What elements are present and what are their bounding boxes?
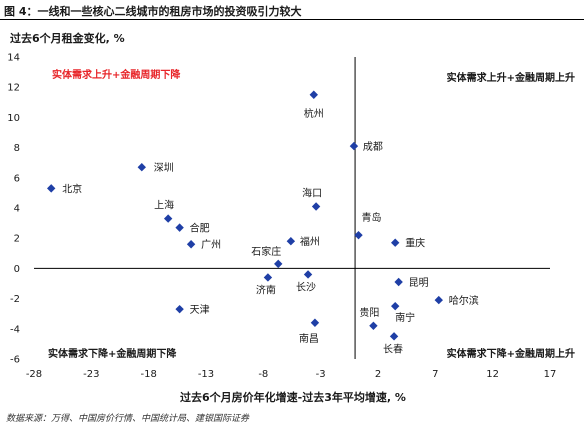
x-tick-label: -28 (26, 369, 42, 380)
data-point-marker (263, 273, 273, 282)
data-point-marker (163, 214, 173, 223)
data-point-label: 贵阳 (359, 306, 379, 319)
data-point-label: 北京 (62, 182, 82, 195)
x-tick-label: -13 (198, 369, 214, 380)
data-point-marker (186, 240, 196, 249)
data-point-marker (310, 318, 320, 327)
x-tick-label: -23 (83, 369, 99, 380)
y-tick-label: 0 (14, 264, 20, 275)
data-point-marker (274, 259, 283, 269)
quadrant-label-bottom-left: 实体需求下降+金融周期下降 (48, 347, 177, 360)
y-tick-label: -4 (10, 324, 20, 335)
quadrant-label-top-left: 实体需求上升+金融周期下降 (52, 68, 181, 81)
quadrant-label-bottom-right: 实体需求下降+金融周期上升 (447, 347, 575, 360)
data-point-label: 长沙 (296, 281, 316, 293)
x-axis-label: 过去6个月房价年化增速-过去3年平均增速, % (180, 391, 406, 404)
x-tick-label: 2 (375, 369, 381, 380)
data-point-label: 海口 (302, 186, 322, 199)
x-tick-label: -3 (316, 369, 326, 380)
tick-labels-group: -6 -4 -2 0 2 4 6 8 10 12 14 -28 -23 -18 -13 -8 -3 2 7 12 17 (7, 53, 556, 381)
data-point-marker (391, 238, 400, 247)
data-point-marker (389, 332, 399, 341)
data-point-label: 杭州 (304, 107, 324, 120)
data-point-label: 上海 (154, 199, 174, 212)
chart-title: 图 4：一线和一些核心二线城市的租房市场的投资吸引力较大 (4, 5, 302, 18)
data-point-marker (434, 295, 443, 305)
title-bar: 图 4：一线和一些核心二线城市的租房市场的投资吸引力较大 (0, 0, 584, 20)
x-tick-label: 17 (544, 369, 557, 380)
data-point-label: 深圳 (154, 162, 174, 174)
data-point-marker (309, 90, 318, 99)
data-point-marker (303, 270, 313, 279)
data-source-note: 数据来源：万得、中国房价行情、中国统计局、建银国际证券 (6, 414, 250, 424)
y-tick-label: -6 (10, 355, 20, 366)
data-point-marker (175, 304, 184, 314)
data-point-label: 成都 (363, 141, 383, 153)
y-tick-label: 12 (7, 83, 20, 94)
x-tick-label: 7 (432, 369, 438, 380)
data-point-marker (175, 223, 184, 232)
y-tick-label: 4 (14, 204, 20, 215)
data-point-label: 广州 (201, 239, 221, 251)
x-tick-label: -18 (140, 369, 156, 380)
data-point-marker (311, 202, 321, 211)
data-point-label: 哈尔滨 (449, 294, 479, 307)
quadrant-label-top-right: 实体需求上升+金融周期上升 (447, 71, 575, 84)
data-point-label: 济南 (256, 283, 276, 296)
y-tick-label: -2 (10, 294, 20, 305)
x-tick-label: -8 (258, 369, 268, 380)
data-point-marker (349, 141, 359, 151)
x-tick-label: 12 (486, 369, 499, 380)
y-tick-label: 6 (14, 173, 20, 184)
data-point-marker (391, 301, 400, 311)
data-point-label: 合肥 (190, 222, 210, 235)
data-point-label: 青岛 (362, 211, 382, 224)
data-point-marker (47, 184, 56, 193)
data-point-label: 南昌 (299, 332, 319, 345)
y-tick-label: 14 (7, 53, 20, 64)
data-point-label: 南宁 (395, 311, 415, 324)
y-tick-label: 2 (14, 234, 20, 245)
data-point-marker (369, 321, 378, 330)
y-axis-label: 过去6个月租金变化, % (10, 32, 125, 45)
data-point-label: 长春 (383, 343, 403, 355)
data-point-label: 重庆 (405, 237, 425, 250)
data-point-label: 昆明 (409, 277, 429, 289)
data-point-label: 石家庄 (251, 245, 281, 258)
data-point-label: 福州 (300, 235, 320, 248)
y-tick-label: 10 (7, 113, 20, 124)
data-point-marker (137, 163, 146, 172)
data-point-marker (286, 237, 296, 246)
data-point-marker (354, 230, 363, 240)
data-point-label: 天津 (190, 304, 210, 316)
y-tick-label: 8 (14, 143, 20, 154)
axes-group (34, 57, 550, 359)
data-point-marker (394, 277, 403, 287)
